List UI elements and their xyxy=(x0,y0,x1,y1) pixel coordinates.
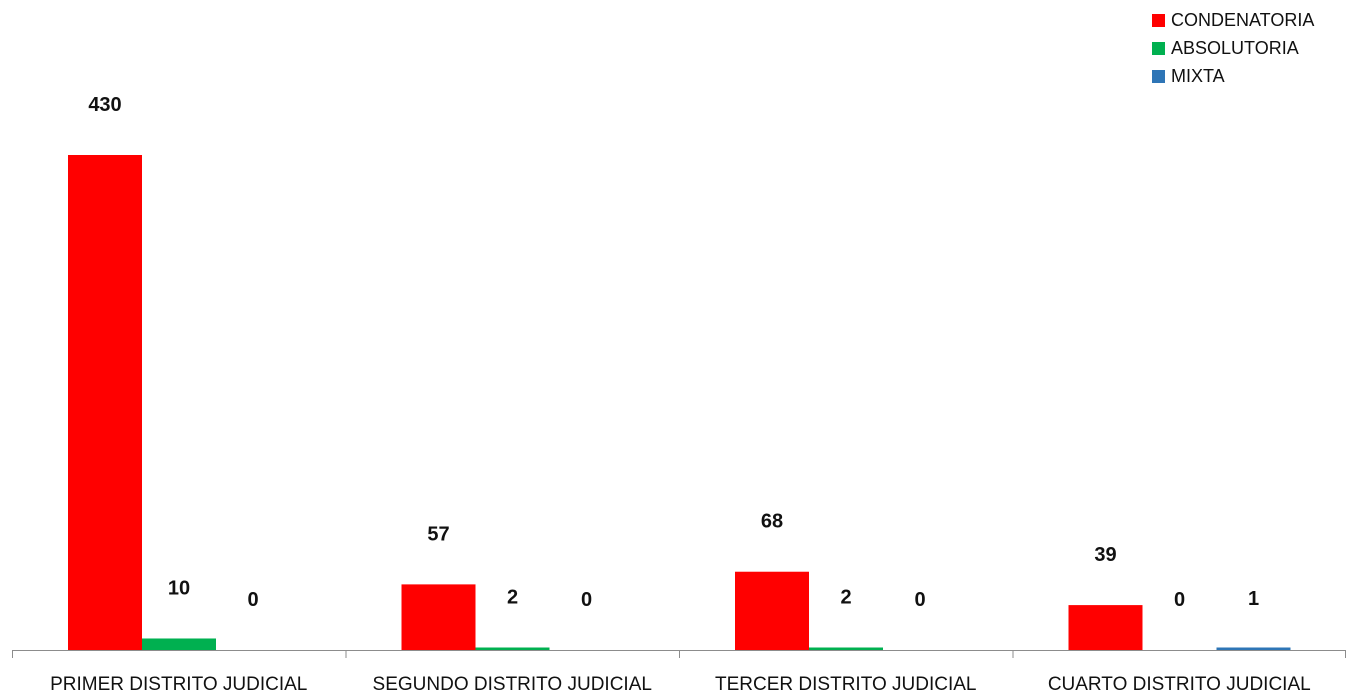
legend-label-mixta: MIXTA xyxy=(1171,65,1225,86)
x-tick-label-4: CUARTO DISTRITO JUDICIAL xyxy=(1048,674,1311,694)
data-label-condenatoria-3: 68 xyxy=(761,511,783,533)
x-tick-label-2: SEGUNDO DISTRITO JUDICIAL xyxy=(373,674,652,694)
data-label-mixta-4: 1 xyxy=(1248,588,1259,610)
x-axis: PRIMER DISTRITO JUDICIAL SEGUNDO DISTRITO… xyxy=(12,650,1346,694)
data-label-mixta-2: 0 xyxy=(581,589,592,611)
data-label-condenatoria-1: 430 xyxy=(88,94,121,116)
bar-condenatoria-3 xyxy=(735,571,809,650)
data-label-absolutoria-2: 2 xyxy=(507,587,518,609)
legend: CONDENATORIA ABSOLUTORIA MIXTA xyxy=(1152,6,1314,90)
bar-absolutoria-3 xyxy=(809,647,883,650)
bar-absolutoria-2 xyxy=(475,647,550,650)
x-tick-label-3: TERCER DISTRITO JUDICIAL xyxy=(715,674,976,694)
data-label-absolutoria-4: 0 xyxy=(1174,589,1185,611)
data-label-mixta-1: 0 xyxy=(247,589,258,611)
bar-condenatoria-2 xyxy=(401,584,476,650)
bar-condenatoria-1 xyxy=(68,155,142,650)
data-label-condenatoria-4: 39 xyxy=(1094,544,1116,566)
data-label-mixta-3: 0 xyxy=(914,589,925,611)
legend-swatch-mixta xyxy=(1152,69,1165,83)
legend-item-mixta: MIXTA xyxy=(1152,62,1314,90)
legend-item-condenatoria: CONDENATORIA xyxy=(1152,6,1314,34)
legend-label-absolutoria: ABSOLUTORIA xyxy=(1171,37,1299,58)
legend-swatch-condenatoria xyxy=(1152,13,1165,27)
bars-group xyxy=(68,155,1291,650)
legend-item-absolutoria: ABSOLUTORIA xyxy=(1152,34,1314,62)
data-label-absolutoria-1: 10 xyxy=(168,577,190,599)
legend-swatch-absolutoria xyxy=(1152,41,1165,55)
data-label-condenatoria-2: 57 xyxy=(427,523,449,545)
data-label-absolutoria-3: 2 xyxy=(840,587,851,609)
legend-label-condenatoria: CONDENATORIA xyxy=(1171,9,1315,30)
x-tick-label-1: PRIMER DISTRITO JUDICIAL xyxy=(50,674,307,694)
bar-absolutoria-1 xyxy=(142,638,216,650)
bar-mixta-4 xyxy=(1216,647,1291,650)
data-labels-group: 430 10 0 57 2 0 68 2 0 39 0 1 xyxy=(88,94,1259,611)
bar-condenatoria-4 xyxy=(1068,605,1143,650)
